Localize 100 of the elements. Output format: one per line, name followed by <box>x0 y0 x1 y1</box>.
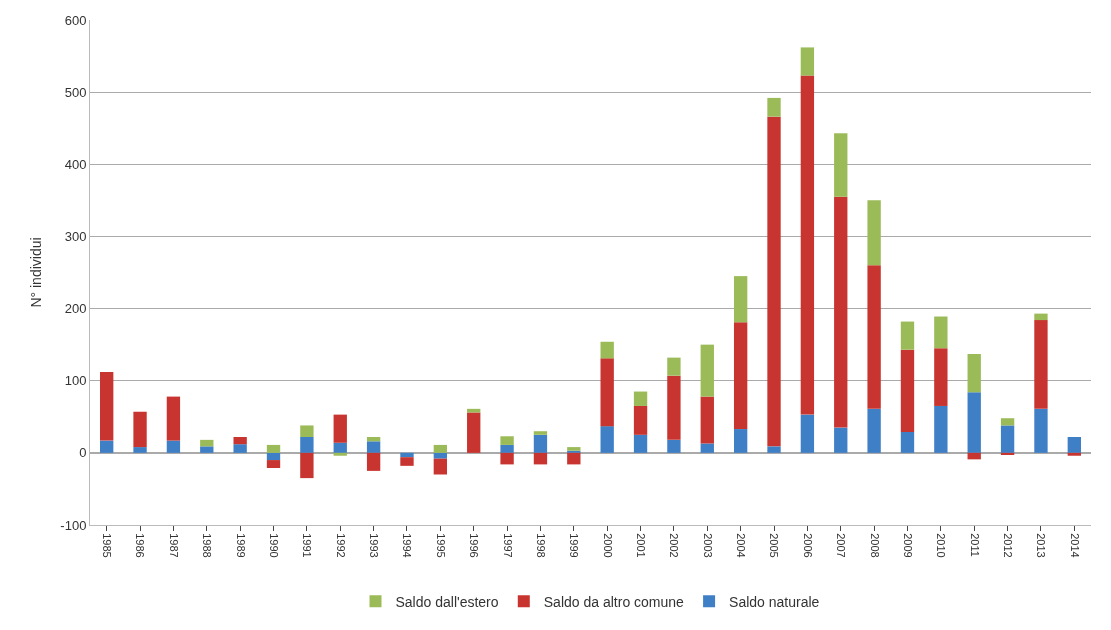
bar <box>633 391 648 406</box>
bar <box>600 358 614 427</box>
bar <box>834 427 848 453</box>
bar <box>266 460 281 469</box>
bar <box>233 436 247 445</box>
x-tick-label: 1990 <box>267 533 280 558</box>
y-tick-label: 500 <box>64 84 87 100</box>
bar <box>867 200 881 266</box>
bar <box>433 444 448 453</box>
bar <box>1000 418 1015 426</box>
x-tick-label: 1996 <box>468 533 481 558</box>
x-tick-label: 2013 <box>1035 533 1048 558</box>
bar <box>934 316 948 349</box>
bar <box>767 116 781 447</box>
bar <box>300 425 314 437</box>
bar <box>366 441 381 453</box>
x-tick-label: 1991 <box>301 533 314 558</box>
bar <box>900 349 915 432</box>
bar <box>733 322 748 430</box>
bar <box>1000 425 1015 453</box>
bar <box>700 443 714 453</box>
bar <box>733 276 748 323</box>
bar <box>1034 313 1048 321</box>
bar <box>700 396 714 444</box>
bar <box>667 375 681 440</box>
x-tick-label: 2005 <box>768 533 781 558</box>
bar <box>533 434 548 453</box>
bar <box>233 444 247 453</box>
bar <box>567 452 581 465</box>
x-tick-label: 2000 <box>601 533 614 558</box>
x-tick-label: 1992 <box>334 533 347 558</box>
legend-label: Saldo naturale <box>729 593 820 610</box>
x-tick-label: 2011 <box>968 533 981 557</box>
bar <box>366 452 381 471</box>
bar <box>500 452 514 465</box>
bar <box>767 446 781 453</box>
legend-label: Saldo da altro comune <box>543 593 685 610</box>
bar <box>1067 436 1081 453</box>
bar <box>266 452 281 461</box>
bar <box>934 405 948 453</box>
bar <box>667 439 681 453</box>
bar <box>900 431 915 453</box>
legend-label: Saldo dall'estero <box>395 593 499 610</box>
bar <box>400 457 414 466</box>
bar <box>900 321 915 350</box>
bar <box>834 133 848 197</box>
bar <box>400 452 414 458</box>
bar <box>166 396 181 441</box>
bar <box>800 414 815 453</box>
x-tick-label: 1985 <box>101 533 114 558</box>
bar <box>1000 452 1015 456</box>
bar <box>1034 320 1048 409</box>
bar <box>500 444 514 453</box>
bar <box>633 434 648 453</box>
y-tick-label: 400 <box>64 156 87 172</box>
x-tick-label: 2008 <box>868 533 881 558</box>
bar <box>767 97 781 117</box>
x-tick-label: 2012 <box>1002 533 1015 558</box>
x-tick-label: 1994 <box>401 533 414 558</box>
bar <box>834 196 848 428</box>
y-tick-label: 300 <box>64 228 87 244</box>
bar <box>867 265 881 409</box>
bar <box>800 47 815 76</box>
bar <box>266 444 281 453</box>
y-axis-title: N° individui <box>27 237 44 308</box>
x-tick-label: 1986 <box>134 533 147 558</box>
bar <box>467 412 481 453</box>
bar <box>667 357 681 376</box>
bar <box>600 341 614 359</box>
x-tick-label: 1989 <box>234 533 247 558</box>
x-tick-label: 2009 <box>901 533 914 558</box>
bar <box>1067 452 1081 456</box>
x-tick-label: 1997 <box>501 533 514 558</box>
bar <box>100 372 114 441</box>
x-tick-label: 2004 <box>735 533 748 558</box>
bar <box>867 408 881 453</box>
x-tick-label: 2002 <box>668 533 681 558</box>
bar <box>166 440 181 453</box>
bar <box>433 452 448 459</box>
bar <box>633 405 648 435</box>
bar <box>200 446 214 453</box>
bar <box>433 458 448 475</box>
x-tick-label: 1993 <box>368 533 381 558</box>
x-tick-label: 2007 <box>835 533 848 558</box>
bar <box>700 344 714 397</box>
bar <box>133 447 147 453</box>
bar <box>533 431 548 435</box>
x-tick-label: 1987 <box>167 533 180 558</box>
bar <box>500 436 514 445</box>
y-tick-label: 100 <box>64 373 87 389</box>
bar <box>333 414 347 443</box>
x-tick-label: 2003 <box>701 533 714 558</box>
bar <box>100 440 114 453</box>
y-tick-label: 200 <box>64 301 87 317</box>
bar <box>967 354 981 393</box>
x-tick-label: 1999 <box>568 533 581 558</box>
bar <box>133 411 147 448</box>
x-tick-label: 1995 <box>434 533 447 558</box>
x-tick-label: 2006 <box>801 533 814 558</box>
bar <box>733 429 748 453</box>
